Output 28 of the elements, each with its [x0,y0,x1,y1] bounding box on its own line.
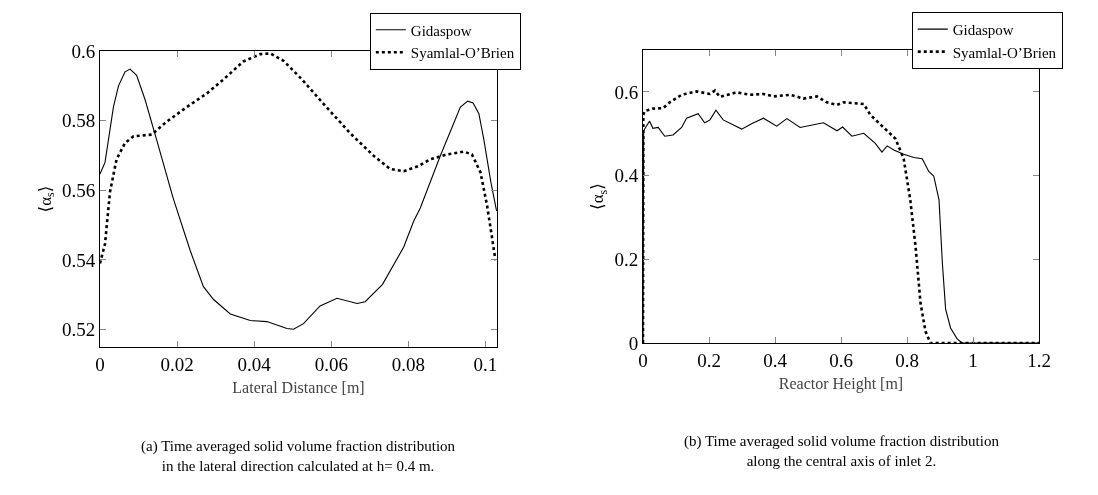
y-tick-label: 0.6 [71,40,96,62]
x-tick-label: 0.1 [473,353,498,375]
text: (a) Time averaged solid volume fraction distribution in the lateral direction calculated at h= 0.4 m. [141,438,456,474]
x-tick-label: 1 [968,349,978,371]
y-tick-label: 0 [628,332,639,354]
y-tick-label: 0.2 [614,248,639,270]
y-tick-label: 0.4 [614,165,639,187]
y-tick-label: 0.54 [61,249,96,271]
x-tick-label: 0.6 [829,349,853,371]
x-tick-label: 0.4 [763,349,788,371]
legend-label: Gidaspow [952,22,1014,39]
text: (b) Time averaged solid volume fraction distribution along the central axis of inlet 2. [684,433,1000,469]
text: Syamlal-O’Brien [410,45,515,62]
x-tick-label: 0.8 [895,349,919,371]
x-axis-title: Lateral Distance [m] [232,379,365,397]
x-axis-title: Reactor Height [m] [778,375,904,394]
x-tick-label: 0.04 [237,353,272,375]
y-tick-label: 0.56 [61,179,96,201]
x-tick-label: 1.2 [1027,349,1051,371]
x-tick-label: 0.08 [391,353,425,375]
legend-label: Syamlal-O’Brien [952,44,1057,61]
x-tick-label: 0.06 [314,353,348,375]
legend-label: Gidaspow [410,22,472,39]
x-tick-label: 0.2 [697,349,721,371]
y-tick-label: 0.52 [61,319,96,341]
y-tick-label: 0.58 [61,110,96,132]
x-tick-label: 0.02 [160,353,194,375]
y-tick-label: 0.6 [614,81,639,103]
